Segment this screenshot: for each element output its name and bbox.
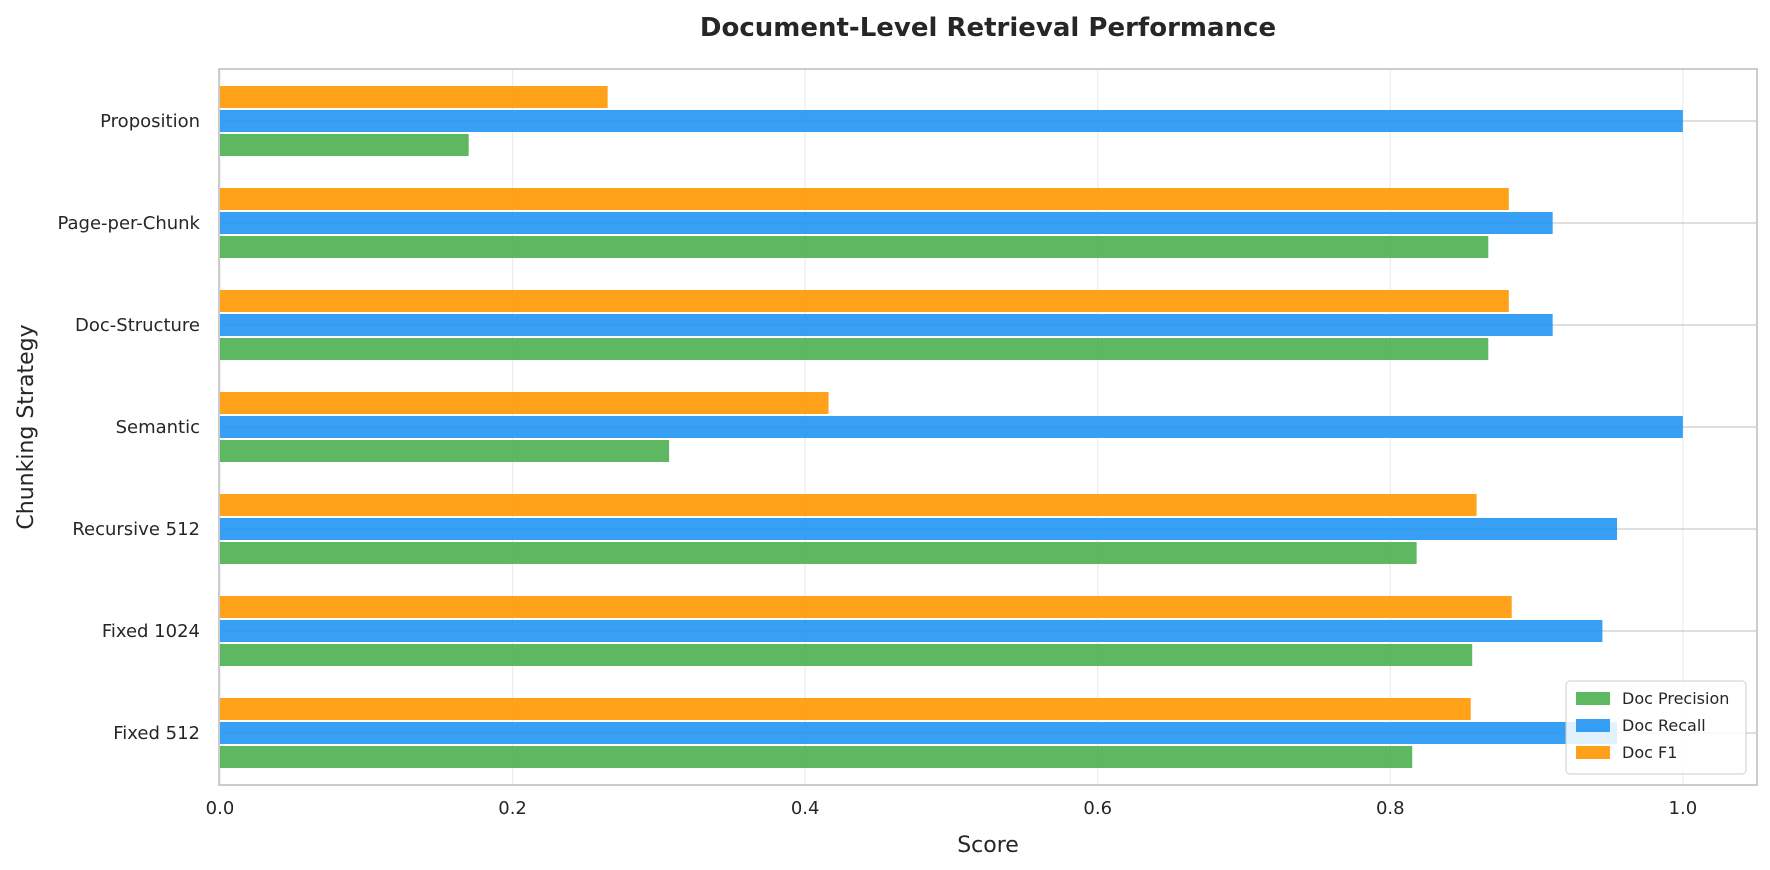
plot-frame	[218, 68, 1758, 786]
x-tick-label: 0.6	[1083, 798, 1112, 819]
bar-doc-precision	[220, 236, 1489, 258]
bar-doc-precision	[220, 440, 670, 462]
bar-doc-f1	[220, 698, 1471, 720]
x-axis-label: Score	[957, 833, 1019, 858]
y-tick-label: Recursive 512	[72, 519, 200, 540]
bar-doc-f1	[220, 86, 608, 108]
bar-doc-f1	[220, 596, 1512, 618]
bar-doc-recall	[220, 314, 1553, 336]
y-tick-label: Doc-Structure	[75, 315, 200, 336]
y-tick-label: Page-per-Chunk	[57, 213, 200, 234]
legend-box	[1565, 680, 1747, 775]
legend-swatch	[1576, 719, 1610, 732]
x-tick-label: 0.8	[1376, 798, 1405, 819]
bar-doc-recall	[220, 416, 1683, 438]
bar-doc-precision	[220, 644, 1473, 666]
bar-doc-precision	[220, 338, 1489, 360]
y-tick-label: Fixed 1024	[102, 621, 200, 642]
bar-doc-recall	[220, 620, 1603, 642]
bar-doc-recall	[220, 110, 1683, 132]
y-tick-labels: Fixed 512 Fixed 1024 Recursive 512 Semantic…	[57, 111, 200, 744]
bar-doc-recall	[220, 212, 1553, 234]
legend-label: Doc F1	[1622, 743, 1677, 762]
legend-label: Doc Precision	[1622, 689, 1729, 708]
bar-doc-precision	[220, 134, 469, 156]
y-tick-label: Proposition	[100, 111, 200, 132]
y-axis-label: Chunking Strategy	[14, 324, 39, 529]
chart-title: Document-Level Retrieval Performance	[700, 13, 1276, 43]
bars	[220, 86, 1683, 768]
legend: Doc Precision Doc Recall Doc F1	[1565, 680, 1747, 775]
x-tick-label: 0.2	[498, 798, 527, 819]
legend-swatch	[1576, 746, 1610, 759]
y-tick-label: Fixed 512	[113, 723, 200, 744]
y-tick-label: Semantic	[116, 417, 200, 438]
bar-doc-precision	[220, 542, 1417, 564]
x-tick-label: 1.0	[1669, 798, 1698, 819]
legend-label: Doc Recall	[1622, 716, 1706, 735]
x-tick-label: 0.4	[791, 798, 820, 819]
bar-doc-f1	[220, 188, 1509, 210]
x-tick-labels: 0.0 0.2 0.4 0.6 0.8 1.0	[206, 798, 1697, 819]
bar-doc-f1	[220, 392, 829, 414]
x-tick-label: 0.0	[206, 798, 235, 819]
bar-doc-recall	[220, 722, 1618, 744]
bar-doc-precision	[220, 746, 1413, 768]
bar-doc-f1	[220, 290, 1509, 312]
legend-swatch	[1576, 692, 1610, 705]
bar-doc-recall	[220, 518, 1618, 540]
bar-doc-f1	[220, 494, 1477, 516]
